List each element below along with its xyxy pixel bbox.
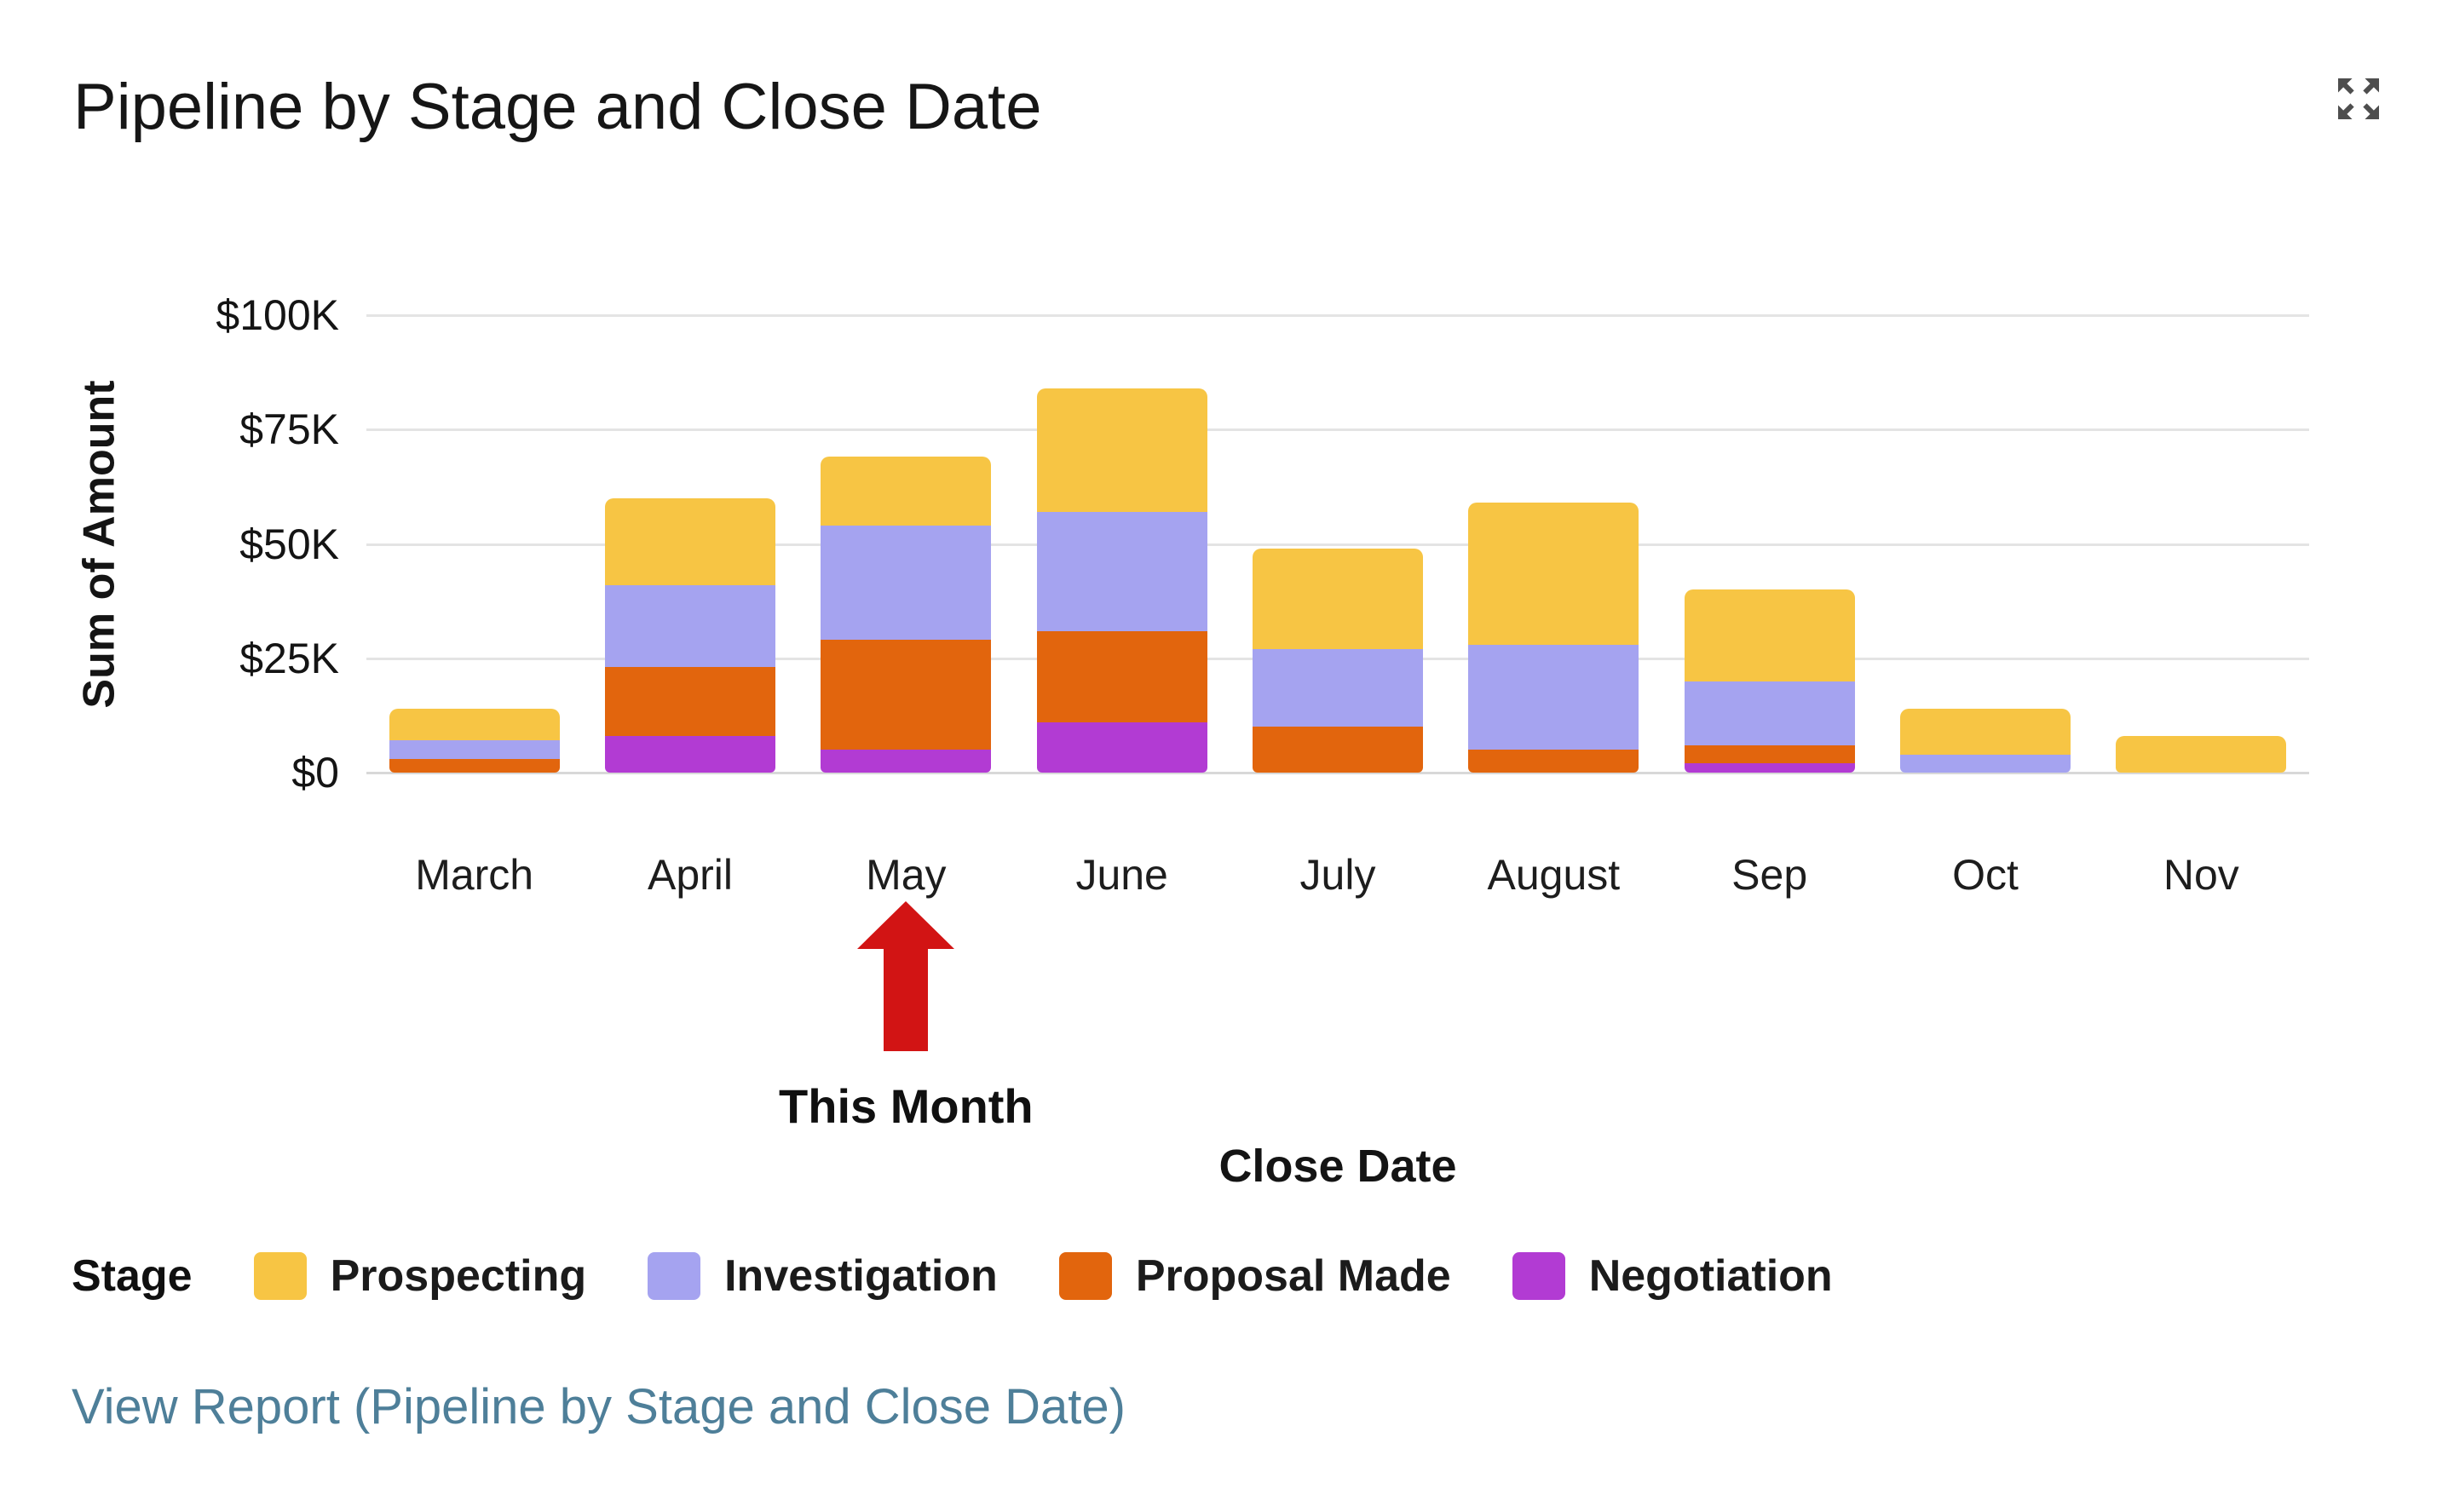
bar-segment-June-Negotiation[interactable] [1036,722,1207,773]
bar-April[interactable] [605,497,775,773]
bar-Oct[interactable] [1900,708,2071,773]
bar-August[interactable] [1468,503,1639,773]
bar-segment-June-Proposal Made[interactable] [1036,630,1207,722]
bar-Sep[interactable] [1684,589,1855,773]
page-title: Pipeline by Stage and Close Date [73,71,1042,143]
legend-label: Investigation [724,1251,998,1301]
legend-item-Investigation: Investigation [648,1250,998,1302]
bar-Nov[interactable] [2116,736,2287,773]
bar-March[interactable] [389,708,560,773]
legend-label: Proposal Made [1135,1251,1451,1301]
legend-swatch-Negotiation [1512,1252,1565,1300]
y-tick-label: $75K [239,405,339,454]
bar-segment-August-Prospecting[interactable] [1468,503,1639,645]
expand-icon[interactable] [2331,72,2386,126]
legend-item-Proposal Made: Proposal Made [1058,1250,1451,1302]
this-month-label: This Month [779,1079,1034,1133]
this-month-arrow-icon [857,901,955,949]
bar-segment-May-Negotiation[interactable] [821,750,992,773]
gridline-$75K [366,428,2309,432]
x-tick-label-June: June [1075,851,1168,899]
bar-segment-Sep-Prospecting[interactable] [1684,589,1855,681]
x-tick-label-April: April [647,851,733,899]
bar-segment-April-Investigation[interactable] [605,584,775,668]
legend: Stage Prospecting Investigation Proposal M… [72,1249,1833,1303]
x-tick-label-May: May [866,851,947,899]
bar-segment-Sep-Investigation[interactable] [1684,681,1855,745]
view-report-link[interactable]: View Report (Pipeline by Stage and Close… [72,1379,1126,1434]
gridline-$100K [366,314,2309,317]
y-tick-label: $25K [239,634,339,682]
bar-segment-Oct-Investigation[interactable] [1900,754,2071,773]
bar-segment-May-Investigation[interactable] [821,526,992,641]
gridline-$50K [366,543,2309,546]
y-tick-label: $100K [216,291,339,339]
x-tick-label-Nov: Nov [2163,851,2239,899]
x-tick-label-July: July [1299,851,1376,899]
legend-swatch-Proposal Made [1058,1252,1112,1300]
legend-item-Prospecting: Prospecting [253,1250,587,1302]
x-tick-label-August: August [1487,851,1621,899]
bar-segment-March-Prospecting[interactable] [389,708,560,741]
bar-segment-August-Investigation[interactable] [1468,644,1639,750]
bar-segment-Oct-Prospecting[interactable] [1900,708,2071,755]
bar-segment-March-Investigation[interactable] [389,740,560,759]
bar-segment-June-Prospecting[interactable] [1036,388,1207,512]
x-axis-title: Close Date [1218,1141,1457,1192]
bar-segment-April-Negotiation[interactable] [605,736,775,773]
bar-segment-June-Investigation[interactable] [1036,511,1207,631]
y-tick-label: $50K [239,520,339,568]
this-month-arrow-shaft [884,946,929,1051]
bar-segment-Sep-Negotiation[interactable] [1684,763,1855,773]
y-tick-label: $0 [291,749,339,796]
bar-segment-Nov-Prospecting[interactable] [2116,736,2287,773]
bar-segment-May-Proposal Made[interactable] [821,640,992,750]
legend-items: Prospecting Investigation Proposal Made Neg… [253,1250,1833,1302]
legend-item-Negotiation: Negotiation [1512,1250,1833,1302]
bar-segment-April-Proposal Made[interactable] [605,667,775,737]
bar-June[interactable] [1036,388,1207,773]
bar-segment-August-Proposal Made[interactable] [1468,750,1639,773]
bar-segment-July-Prospecting[interactable] [1253,548,1423,649]
gridline-$0 [366,772,2309,774]
x-tick-label-Sep: Sep [1731,851,1808,899]
legend-swatch-Investigation [648,1252,701,1300]
bar-segment-July-Investigation[interactable] [1253,648,1423,727]
legend-label: Negotiation [1588,1251,1833,1301]
bar-July[interactable] [1253,548,1423,773]
expand-arrows-icon [2338,78,2379,119]
x-tick-label-March: March [415,851,534,899]
legend-label: Prospecting [330,1251,587,1301]
bar-segment-March-Proposal Made[interactable] [389,758,560,773]
legend-title: Stage [72,1251,193,1301]
bar-segment-Sep-Proposal Made[interactable] [1684,745,1855,764]
bar-segment-April-Prospecting[interactable] [605,497,775,585]
bar-segment-May-Prospecting[interactable] [821,457,992,526]
x-tick-label-Oct: Oct [1952,851,2019,899]
legend-swatch-Prospecting [253,1252,307,1300]
bar-segment-July-Proposal Made[interactable] [1253,727,1423,773]
bar-May[interactable] [821,457,992,773]
